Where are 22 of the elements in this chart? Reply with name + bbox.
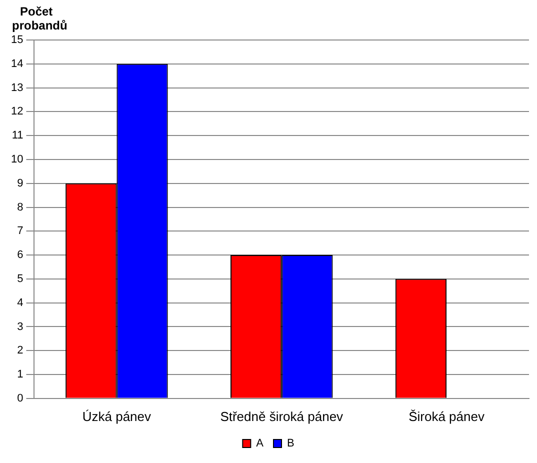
y-tick-label: 12 [10, 106, 24, 118]
y-tick-label: 5 [17, 272, 24, 285]
y-tick-label: 0 [17, 392, 24, 404]
y-tick-label: 9 [17, 177, 24, 190]
x-tick-label: Široká pánev [408, 408, 485, 424]
y-tick-label: 4 [17, 296, 24, 309]
y-tick-label: 7 [17, 225, 24, 238]
y-tick-label: 14 [10, 58, 24, 70]
y-tick-label: 1 [17, 368, 24, 381]
y-tick-label: 6 [17, 249, 24, 262]
y-tick-label: 8 [17, 201, 24, 214]
legend-label: A [256, 438, 264, 450]
y-tick-label: 15 [10, 34, 24, 46]
y-tick-label: 3 [17, 320, 24, 333]
y-tick-label: 2 [17, 344, 24, 357]
x-tick-label: Středně široká pánev [220, 408, 344, 424]
x-tick-label: Úzká pánev [82, 408, 152, 424]
legend-label: B [287, 438, 294, 450]
y-axis-title: Počet probandů [12, 4, 68, 32]
y-tick-label: 10 [10, 154, 24, 166]
y-tick-label: 11 [12, 130, 24, 142]
y-tick-label: 13 [10, 82, 24, 94]
